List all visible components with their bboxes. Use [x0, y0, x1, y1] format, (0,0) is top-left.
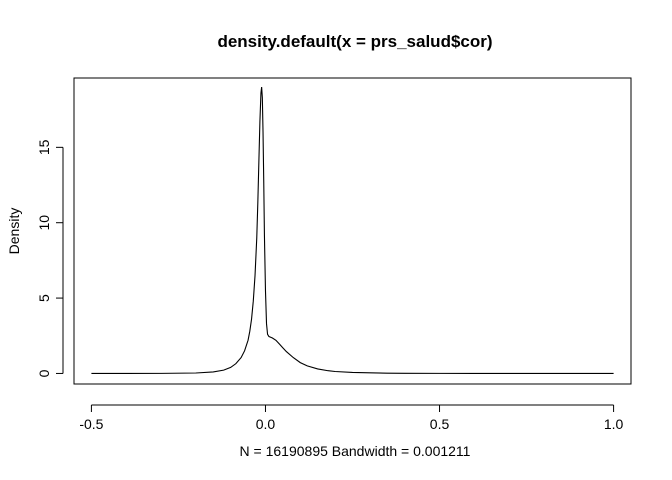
x-tick-label: 1.0 [604, 416, 624, 432]
density-curve-series [91, 86, 614, 374]
y-tick-label: 10 [36, 215, 52, 231]
x-axis-label: N = 16190895 Bandwidth = 0.001211 [240, 443, 471, 459]
y-axis-label: Density [6, 208, 22, 255]
x-axis: -0.5 0.0 0.5 1.0 [79, 404, 624, 432]
x-tick-label: 0.5 [430, 416, 450, 432]
y-tick-label: 15 [36, 139, 52, 155]
y-tick-label: 0 [36, 369, 52, 377]
plot-frame [73, 77, 632, 385]
chart-title: density.default(x = prs_salud$cor) [217, 32, 492, 51]
x-tick-label: 0.0 [256, 416, 276, 432]
x-tick-label: -0.5 [79, 416, 103, 432]
y-axis: 0 5 10 15 [36, 139, 64, 377]
y-tick-label: 5 [36, 294, 52, 302]
